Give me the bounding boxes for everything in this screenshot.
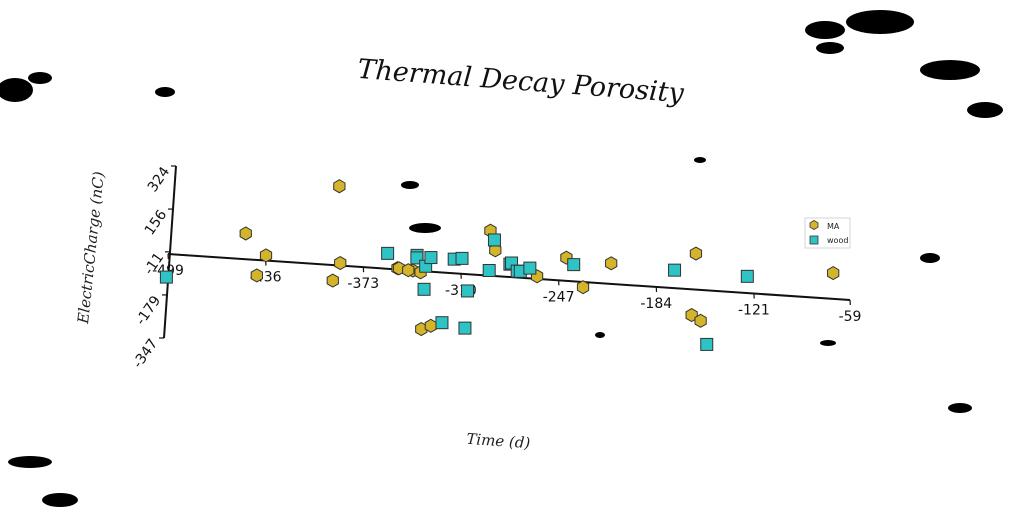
legend-marker-wood [809, 235, 819, 245]
point-ma [250, 268, 263, 283]
y-tick-label: -179 [133, 293, 164, 328]
legend: MA wood [804, 217, 851, 249]
y-tick-label: -347 [130, 336, 161, 371]
chart-title: Thermal Decay Porosity [356, 54, 685, 109]
point-wood [159, 270, 173, 284]
point-ma [239, 226, 252, 241]
point-ma [333, 179, 346, 194]
point-ma [259, 248, 273, 263]
data-points [159, 179, 840, 351]
y-axis-label: ElectricCharge (nC) [74, 170, 108, 325]
point-ma [424, 318, 437, 333]
x-axis-line [167, 253, 851, 301]
point-wood [668, 263, 682, 277]
point-wood [461, 284, 475, 298]
point-ma [392, 261, 406, 276]
x-tick-label: -247 [543, 289, 575, 305]
point-ma [605, 256, 618, 271]
point-wood [567, 258, 581, 272]
point-wood [455, 251, 469, 265]
point-wood [424, 251, 438, 265]
x-tick-label: -184 [640, 296, 672, 312]
legend-label-ma: MA [827, 222, 840, 231]
point-ma [689, 246, 703, 261]
point-wood [381, 246, 395, 260]
background-noise [0, 10, 1003, 507]
point-wood [458, 321, 472, 335]
point-wood [487, 233, 501, 247]
point-ma [326, 273, 339, 288]
x-tick-label: -121 [738, 303, 770, 319]
point-ma [489, 243, 502, 258]
point-wood [740, 269, 754, 283]
legend-marker-ma [809, 220, 819, 230]
point-wood [417, 282, 431, 296]
point-wood [700, 337, 714, 351]
point-wood [482, 264, 496, 278]
y-tick-label: 324 [145, 164, 173, 195]
y-tick-label: 156 [142, 207, 170, 238]
point-ma [694, 313, 707, 328]
x-tick-label: -373 [347, 276, 379, 292]
point-ma [827, 266, 840, 281]
point-wood [523, 261, 537, 275]
point-ma [576, 280, 590, 295]
legend-label-wood: wood [827, 236, 848, 245]
x-tick-label: -59 [839, 309, 862, 325]
point-ma [402, 263, 415, 278]
point-ma [334, 255, 347, 271]
x-axis-label: Time (d) [466, 430, 531, 452]
point-wood [435, 316, 449, 330]
